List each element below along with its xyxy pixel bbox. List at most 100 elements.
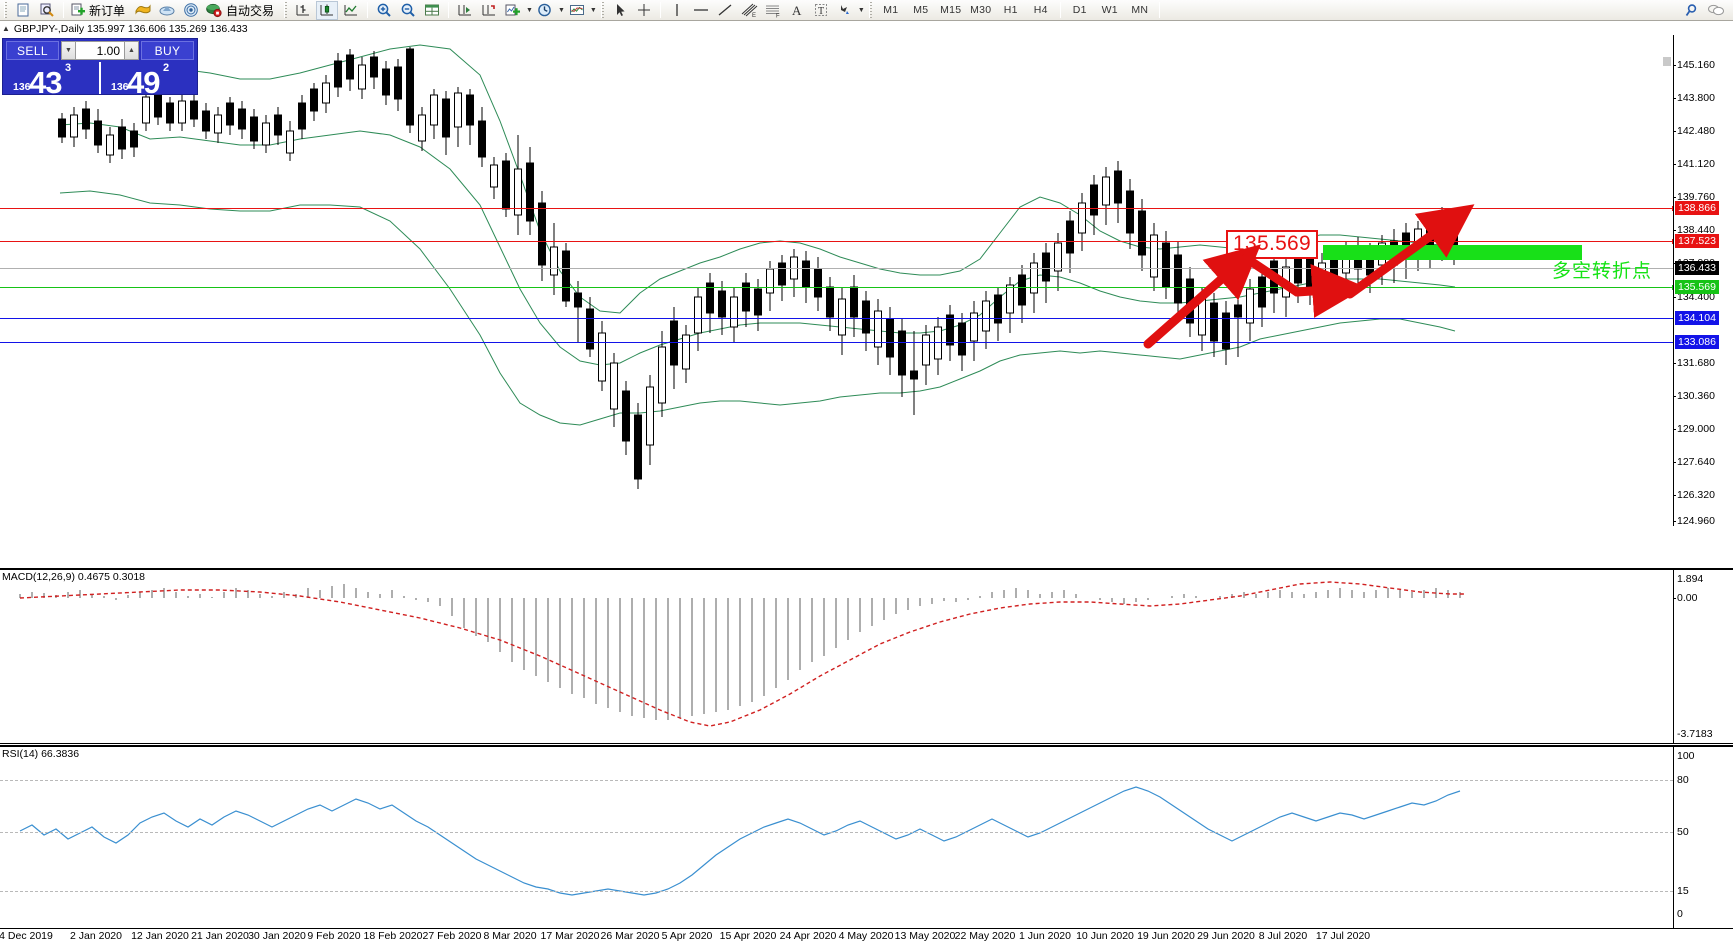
macd-scale[interactable]: 1.894 0.00 -3.7183	[1672, 570, 1733, 743]
chart-shift-marker[interactable]	[1663, 57, 1671, 66]
toolbar-grip-2[interactable]	[284, 2, 288, 18]
resistance-line-138866[interactable]	[0, 206, 1677, 211]
indicators-dropdown-caret[interactable]: ▼	[526, 6, 533, 14]
trade-panel-prices: 136 43 3 136 49 2	[3, 62, 197, 94]
bid-price-big-figure: 136	[13, 81, 31, 93]
profile-icon[interactable]	[132, 1, 154, 20]
chart-title-bar: ▲ GBPJPY-,Daily 135.997 136.606 135.269 …	[0, 22, 1733, 35]
toolbar-grip-4[interactable]	[868, 2, 872, 18]
find-icon[interactable]	[1681, 1, 1703, 20]
current-price-line-136433	[0, 268, 1673, 269]
resistance-line-137523[interactable]	[0, 239, 1677, 244]
autotrading-button[interactable]: 自动交易	[203, 1, 280, 20]
candle	[550, 223, 558, 295]
bar-chart-icon[interactable]	[292, 1, 314, 20]
timeframe-m5[interactable]: M5	[913, 4, 929, 16]
timeframe-m30[interactable]: M30	[970, 4, 992, 16]
candle	[358, 57, 366, 99]
trade-panel-top-row: SELL ▼ 1.00 ▲ BUY	[3, 39, 197, 62]
bollinger-upper-band	[59, 44, 1456, 314]
volume-input[interactable]: 1.00	[76, 41, 124, 60]
auto-scroll-icon[interactable]	[454, 1, 476, 20]
volume-stepper[interactable]: ▼ 1.00 ▲	[61, 41, 139, 60]
price-tick: 129.000	[1673, 423, 1715, 435]
cloud-icon[interactable]	[156, 1, 178, 20]
indicators-icon[interactable]	[502, 1, 524, 20]
volume-increment-icon[interactable]: ▲	[124, 41, 139, 60]
candle	[1102, 167, 1110, 225]
line-chart-icon[interactable]	[340, 1, 362, 20]
chart-expand-icon[interactable]: ▲	[2, 24, 10, 33]
period-dropdown-caret[interactable]: ▼	[557, 6, 565, 14]
vertical-line-icon[interactable]	[666, 1, 688, 20]
text-label-icon[interactable]: T	[810, 1, 832, 20]
price-scale[interactable]: 145.160 143.800 142.480 141.120 139.760 …	[1673, 35, 1733, 527]
timeframe-h4[interactable]: H4	[1033, 4, 1048, 16]
ask-price-fraction: 2	[163, 62, 170, 74]
candle	[586, 297, 594, 357]
ask-price-cell[interactable]: 136 49 2	[99, 62, 197, 94]
rsi-oversold-line	[0, 891, 1673, 892]
chinese-note-annotation[interactable]: 多空转折点	[1552, 260, 1653, 282]
timeframe-w1[interactable]: W1	[1101, 4, 1118, 16]
macd-chart-canvas[interactable]	[0, 570, 1673, 743]
candle	[622, 381, 630, 455]
support-line-134104[interactable]	[0, 318, 1673, 319]
text-icon[interactable]: A	[786, 1, 808, 20]
timeframe-h1[interactable]: H1	[1003, 4, 1018, 16]
crosshair-icon[interactable]	[633, 1, 655, 20]
candlestick-chart-icon[interactable]	[316, 0, 339, 20]
zoom-out-icon[interactable]	[397, 1, 419, 20]
price-flag-annotation[interactable]: 135.569	[1226, 230, 1319, 259]
zoom-in-icon[interactable]	[373, 1, 395, 20]
rsi-chart-canvas[interactable]	[0, 747, 1673, 928]
chat-icon[interactable]	[1705, 1, 1727, 20]
templates-icon[interactable]	[566, 1, 588, 20]
green-zone-highlight[interactable]	[1323, 245, 1582, 260]
shapes-icon[interactable]	[834, 1, 856, 20]
timeframe-m1[interactable]: M1	[883, 4, 899, 16]
timeframe-d1[interactable]: D1	[1072, 4, 1087, 16]
date-tick: 8 Jul 2020	[1258, 930, 1308, 942]
chart-symbol-ohlc: GBPJPY-,Daily 135.997 136.606 135.269 13…	[13, 22, 248, 35]
timeframe-mn[interactable]: MN	[1131, 4, 1149, 16]
candle	[1150, 223, 1158, 291]
svg-text:F: F	[776, 14, 780, 19]
rsi-scale[interactable]: 100 80 50 15 0	[1673, 747, 1733, 928]
buy-button[interactable]: BUY	[141, 41, 194, 60]
ask-price-big-figure: 136	[111, 81, 129, 93]
document-icon[interactable]	[12, 1, 34, 20]
bid-price-cell[interactable]: 136 43 3	[3, 62, 99, 94]
toolbar-separator-3	[448, 2, 450, 18]
network-icon[interactable]	[180, 1, 202, 20]
pivot-line-135569[interactable]	[0, 285, 1677, 290]
macd-chart-svg	[19, 581, 1465, 727]
cursor-icon[interactable]	[609, 1, 631, 20]
trendline-icon[interactable]	[714, 1, 736, 20]
candle	[730, 287, 738, 343]
one-click-trading-panel[interactable]: SELL ▼ 1.00 ▲ BUY 136 43 3 136 49 2	[2, 38, 198, 95]
timeframe-m15[interactable]: M15	[940, 4, 962, 16]
sell-button[interactable]: SELL	[6, 41, 59, 60]
new-order-button[interactable]: 新订单	[68, 1, 131, 20]
horizontal-line-icon[interactable]	[690, 1, 712, 20]
candle	[1174, 241, 1182, 315]
date-axis[interactable]: 4 Dec 2019 2 Jan 2020 12 Jan 2020 21 Jan…	[0, 928, 1733, 942]
fibonacci-icon[interactable]: F	[762, 1, 784, 20]
candle	[502, 153, 510, 217]
inspect-icon[interactable]	[36, 1, 58, 20]
toolbar-grip-3[interactable]	[600, 2, 604, 18]
support-line-133086[interactable]	[0, 342, 1673, 343]
period-clock-icon[interactable]	[534, 1, 556, 20]
equidistant-channel-icon[interactable]: E	[738, 1, 760, 20]
price-tag-current: 136.433	[1675, 261, 1719, 275]
grid-icon[interactable]	[421, 1, 443, 20]
shapes-dropdown-caret[interactable]: ▼	[857, 6, 865, 14]
volume-decrement-icon[interactable]: ▼	[61, 41, 76, 60]
templates-dropdown-caret[interactable]: ▼	[589, 6, 597, 14]
bid-price-fraction: 3	[65, 62, 72, 74]
price-chart-canvas[interactable]	[0, 35, 1673, 526]
candle	[1006, 277, 1014, 333]
chart-shift-icon[interactable]	[478, 1, 500, 20]
toolbar-grip[interactable]	[4, 2, 7, 18]
